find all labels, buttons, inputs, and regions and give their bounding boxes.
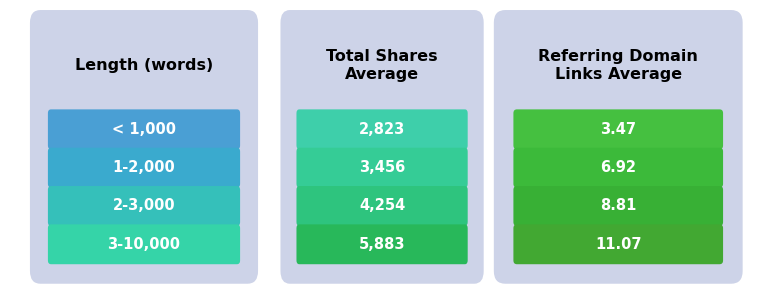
Text: 2-3,000: 2-3,000 — [113, 198, 175, 213]
FancyBboxPatch shape — [48, 224, 240, 264]
Text: 4,254: 4,254 — [359, 198, 406, 213]
Text: 11.07: 11.07 — [595, 237, 641, 252]
Text: < 1,000: < 1,000 — [112, 122, 176, 137]
FancyBboxPatch shape — [280, 10, 484, 284]
Text: Length (words): Length (words) — [74, 58, 214, 73]
Text: 3.47: 3.47 — [601, 122, 636, 137]
Text: 6.92: 6.92 — [601, 160, 636, 175]
Text: Referring Domain
Links Average: Referring Domain Links Average — [538, 49, 698, 82]
Text: 3-10,000: 3-10,000 — [108, 237, 180, 252]
FancyBboxPatch shape — [48, 148, 240, 187]
FancyBboxPatch shape — [513, 186, 723, 226]
FancyBboxPatch shape — [30, 10, 258, 284]
FancyBboxPatch shape — [513, 148, 723, 187]
FancyBboxPatch shape — [296, 186, 468, 226]
FancyBboxPatch shape — [296, 148, 468, 187]
Text: 3,456: 3,456 — [359, 160, 406, 175]
FancyBboxPatch shape — [513, 224, 723, 264]
Text: 1-2,000: 1-2,000 — [113, 160, 175, 175]
Text: Total Shares
Average: Total Shares Average — [326, 49, 438, 82]
FancyBboxPatch shape — [296, 224, 468, 264]
FancyBboxPatch shape — [494, 10, 743, 284]
Text: 5,883: 5,883 — [359, 237, 406, 252]
Text: 8.81: 8.81 — [600, 198, 637, 213]
FancyBboxPatch shape — [48, 186, 240, 226]
FancyBboxPatch shape — [296, 109, 468, 149]
FancyBboxPatch shape — [48, 109, 240, 149]
FancyBboxPatch shape — [513, 109, 723, 149]
Text: 2,823: 2,823 — [359, 122, 406, 137]
